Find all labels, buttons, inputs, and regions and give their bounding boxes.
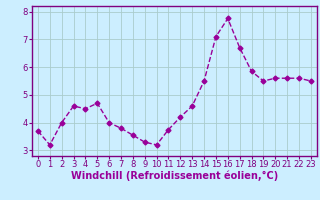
X-axis label: Windchill (Refroidissement éolien,°C): Windchill (Refroidissement éolien,°C) (71, 171, 278, 181)
